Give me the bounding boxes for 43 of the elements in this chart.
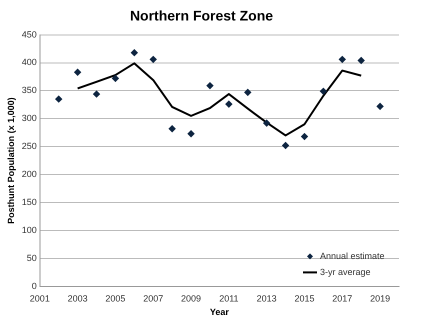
x-tick-label: 2009 [181,293,202,304]
point [225,100,232,108]
point [130,49,138,56]
y-tick-label: 0 [32,280,37,291]
point [376,102,384,110]
point [358,57,365,64]
x-tick-label: 2007 [143,293,164,304]
point [263,120,270,127]
point [55,96,62,103]
y-tick-label: 250 [22,141,37,152]
point [320,88,327,95]
x-tick-label: 2019 [370,293,390,304]
y-tick-label: 200 [22,169,37,180]
point [168,125,176,132]
point [74,68,82,76]
legend-label: 3-yr average [320,266,371,277]
x-tick-label: 2003 [68,293,88,304]
y-tick-label: 150 [22,197,37,208]
legend-label: Annual estimate [320,250,385,261]
x-tick-label: 2001 [30,293,50,304]
y-tick-label: 50 [26,252,37,263]
point [150,56,157,63]
point [188,130,195,138]
x-tick-label: 2015 [294,293,314,304]
y-tick-label: 100 [22,224,37,235]
point [300,133,308,140]
point [282,142,290,150]
x-tick-label: 2005 [105,293,126,304]
y-tick-label: 450 [22,29,37,40]
y-tick-label: 400 [22,57,37,68]
x-axis-title: Year [210,307,230,318]
point [112,74,119,82]
point [338,56,346,63]
point [244,88,252,96]
y-tick-label: 300 [22,113,37,124]
y-axis-title: Posthunt Population (x 1,000) [6,97,16,224]
point [206,82,214,90]
point [93,90,100,98]
x-tick-label: 2011 [219,293,239,304]
chart-title: Northern Forest Zone [130,7,274,24]
x-tick-label: 2013 [256,293,277,304]
y-tick-label: 350 [22,85,37,96]
x-tick-label: 2017 [332,293,352,304]
